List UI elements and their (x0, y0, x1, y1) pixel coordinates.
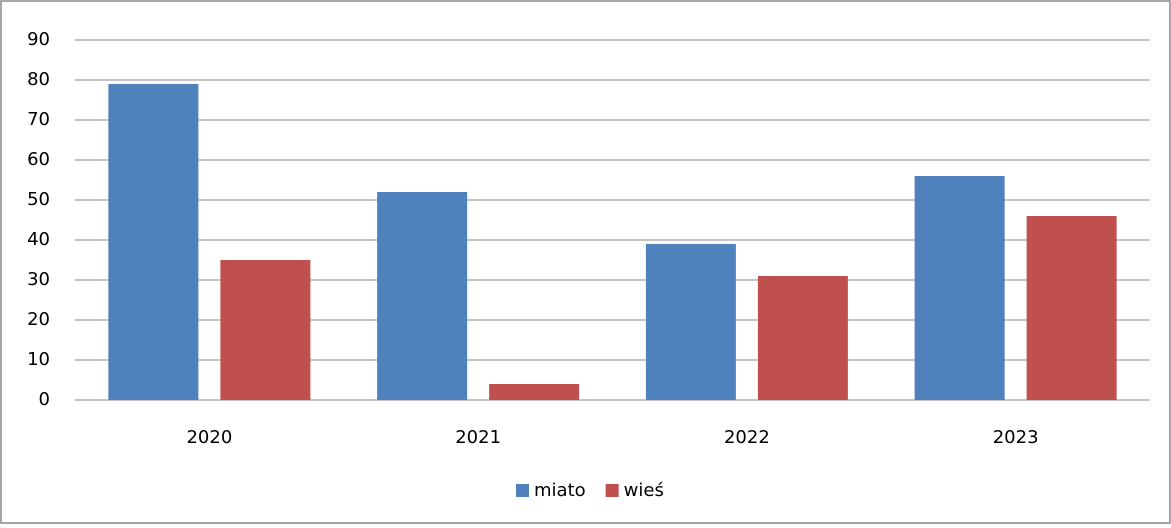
bar (220, 260, 311, 400)
legend-swatch (605, 484, 619, 497)
bar (1026, 216, 1117, 400)
y-tick-label: 80 (27, 69, 50, 90)
bar (108, 84, 199, 400)
y-tick-label: 90 (27, 29, 50, 50)
bar (489, 384, 580, 400)
x-tick-label: 2020 (186, 427, 232, 448)
x-tick-label: 2022 (724, 427, 770, 448)
x-tick-label: 2021 (455, 427, 501, 448)
y-tick-label: 20 (27, 309, 50, 330)
bar (377, 192, 468, 400)
y-tick-label: 0 (39, 389, 50, 410)
legend-swatch (516, 484, 529, 497)
y-tick-label: 70 (27, 109, 50, 130)
y-tick-label: 50 (27, 189, 50, 210)
bar (914, 176, 1005, 400)
legend-label: miato (534, 480, 586, 501)
y-tick-label: 30 (27, 269, 50, 290)
bar (645, 244, 736, 400)
y-tick-label: 40 (27, 229, 50, 250)
x-tick-label: 2023 (993, 427, 1039, 448)
bar (757, 276, 848, 400)
legend-label: wieś (624, 480, 664, 501)
y-tick-label: 60 (27, 149, 50, 170)
y-tick-label: 10 (27, 349, 50, 370)
